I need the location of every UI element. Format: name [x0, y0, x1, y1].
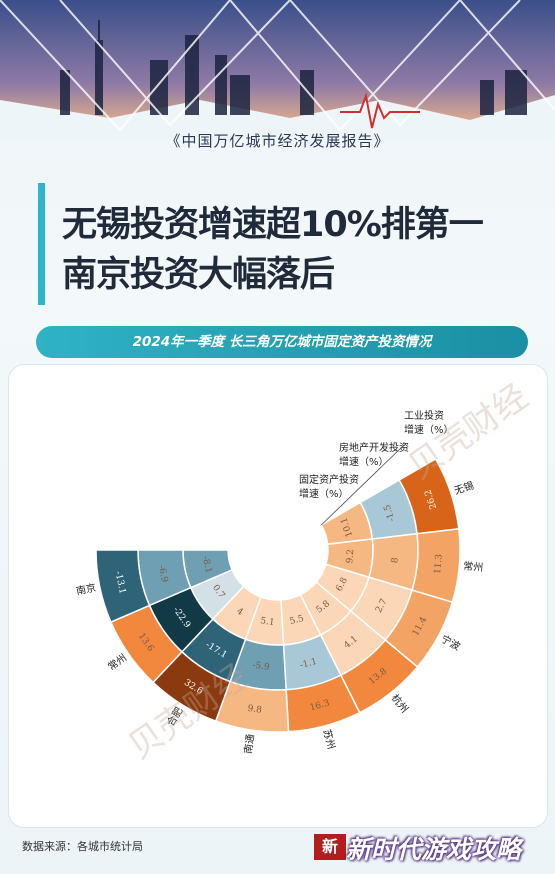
data-source: 数据来源：各城市统计局: [22, 840, 143, 853]
city-label: 宁波: [439, 632, 463, 653]
city-label: 苏州: [320, 728, 338, 751]
value-label: 4: [235, 606, 245, 618]
value-label: 5.5: [289, 614, 306, 627]
value-label: 11.3: [433, 553, 445, 574]
value-label: -8.1: [200, 555, 213, 574]
value-label: 5.1: [260, 616, 276, 628]
city-label: 常州: [463, 559, 484, 574]
city-label: 南京: [75, 581, 97, 598]
value-label: -1.1: [299, 657, 318, 671]
city-label: 常州: [105, 651, 129, 673]
city-label: 南通: [241, 733, 257, 755]
value-label: -13.1: [113, 570, 127, 595]
value-label: 9.2: [345, 549, 356, 564]
value-label: -6.9: [156, 564, 169, 583]
radial-chart: 10.1-1.526.2 无锡9.2 8 11.3 常州6.82.711.4宁波5.84…: [75, 377, 536, 768]
headline-line-1: 无锡投资增速超10%排第一: [62, 205, 484, 245]
publisher-logo: 新: [314, 834, 346, 860]
ring-legend-label: 工业投资: [404, 409, 444, 422]
chart-card: 10.1 -1.5 26.2 无锡 9.2 8 11.3 常州 6.8 2.7 11.4 宁波 5.8 4…: [8, 364, 548, 828]
city-label: 杭州: [389, 692, 412, 716]
ring-legend-label: 增速（%）: [404, 423, 454, 436]
site-watermark: 新时代游戏攻略: [346, 835, 522, 864]
skyline-banner: [0, 0, 555, 140]
value-label: 8: [390, 557, 400, 564]
ring-segment: [95, 549, 151, 624]
chart-subtitle: 2024年一季度 长三角万亿城市固定资产投资情况: [36, 326, 528, 358]
value-label: 9.8: [247, 704, 263, 716]
report-title: 《中国万亿城市经济发展报告》: [165, 132, 390, 150]
headline-accent-bar: [38, 183, 45, 305]
ring-legend-label: 固定资产投资: [299, 473, 359, 486]
city-label: 无锡: [452, 479, 475, 498]
value-label: -5.9: [252, 661, 271, 673]
ring-legend-label: 增速（%）: [339, 455, 389, 468]
headline-line-2: 南京投资大幅落后: [62, 255, 335, 295]
ring-legend-label: 增速（%）: [299, 487, 349, 500]
ring-legend-label: 房地产开发投资: [339, 441, 409, 454]
legend-leader-line: [321, 444, 405, 526]
